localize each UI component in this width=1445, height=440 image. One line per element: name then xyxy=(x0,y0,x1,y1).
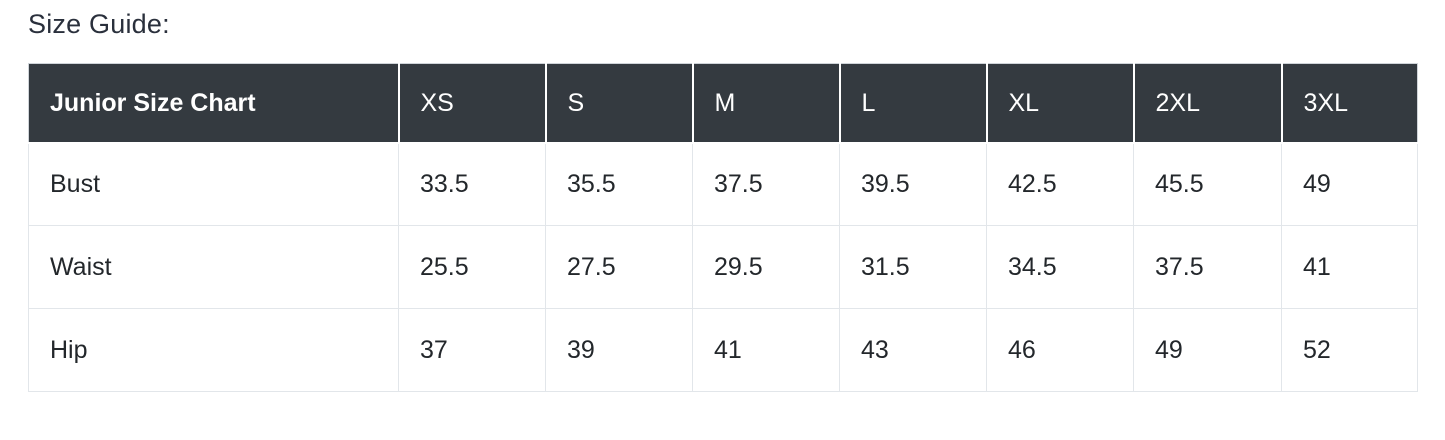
cell-hip-m: 41 xyxy=(692,308,840,393)
cell-waist-m: 29.5 xyxy=(692,225,840,310)
cell-waist-xs: 25.5 xyxy=(398,225,546,310)
header-cell-s: S xyxy=(545,63,694,144)
junior-size-chart-table: Junior Size Chart XS S M L XL 2XL 3XL Bu… xyxy=(28,63,1418,393)
cell-bust-m: 37.5 xyxy=(692,142,840,227)
header-cell-title: Junior Size Chart xyxy=(28,63,400,144)
header-cell-l: L xyxy=(839,63,988,144)
cell-bust-xl: 42.5 xyxy=(986,142,1134,227)
header-cell-xl: XL xyxy=(986,63,1135,144)
cell-hip-s: 39 xyxy=(545,308,693,393)
row-label-hip: Hip xyxy=(28,308,399,393)
cell-bust-l: 39.5 xyxy=(839,142,987,227)
cell-waist-3xl: 41 xyxy=(1281,225,1418,310)
row-label-waist: Waist xyxy=(28,225,399,310)
size-guide-heading: Size Guide: xyxy=(28,9,170,39)
header-cell-2xl: 2XL xyxy=(1133,63,1283,144)
cell-hip-l: 43 xyxy=(839,308,987,393)
header-cell-m: M xyxy=(692,63,841,144)
table-row-hip: Hip 37 39 41 43 46 49 52 xyxy=(28,308,1418,393)
cell-waist-2xl: 37.5 xyxy=(1133,225,1282,310)
cell-waist-xl: 34.5 xyxy=(986,225,1134,310)
cell-hip-xs: 37 xyxy=(398,308,546,393)
cell-bust-2xl: 45.5 xyxy=(1133,142,1282,227)
cell-bust-3xl: 49 xyxy=(1281,142,1418,227)
cell-hip-3xl: 52 xyxy=(1281,308,1418,393)
header-cell-xs: XS xyxy=(398,63,547,144)
cell-hip-xl: 46 xyxy=(986,308,1134,393)
table-row-bust: Bust 33.5 35.5 37.5 39.5 42.5 45.5 49 xyxy=(28,142,1418,227)
cell-bust-xs: 33.5 xyxy=(398,142,546,227)
cell-waist-l: 31.5 xyxy=(839,225,987,310)
table-header-row: Junior Size Chart XS S M L XL 2XL 3XL xyxy=(28,63,1418,144)
cell-hip-2xl: 49 xyxy=(1133,308,1282,393)
header-cell-3xl: 3XL xyxy=(1281,63,1418,144)
cell-waist-s: 27.5 xyxy=(545,225,693,310)
table-row-waist: Waist 25.5 27.5 29.5 31.5 34.5 37.5 41 xyxy=(28,225,1418,310)
cell-bust-s: 35.5 xyxy=(545,142,693,227)
row-label-bust: Bust xyxy=(28,142,399,227)
